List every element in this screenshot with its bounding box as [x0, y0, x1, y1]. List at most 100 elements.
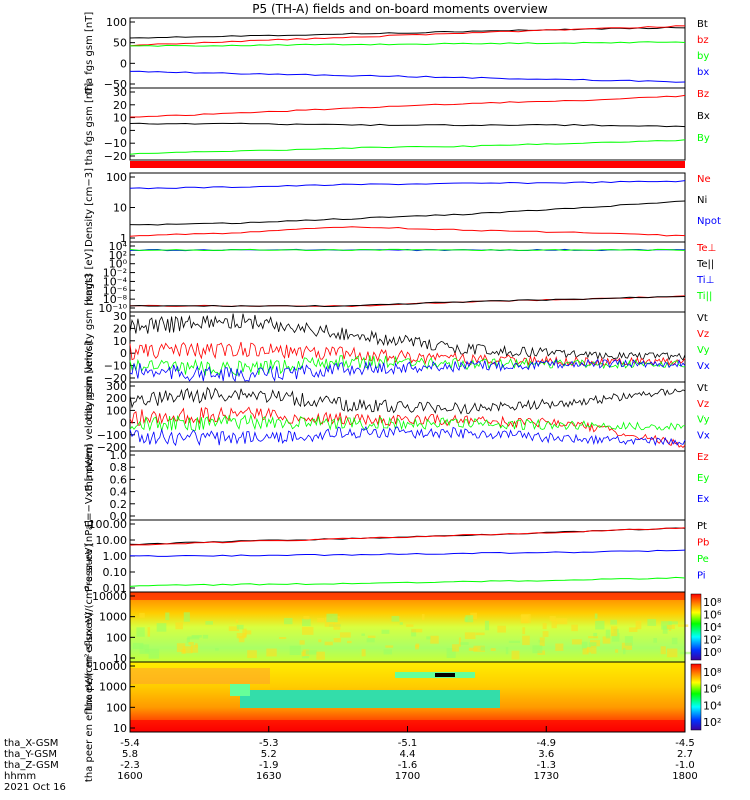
spectrogram-cell — [555, 618, 568, 625]
spectrogram-cell — [647, 619, 657, 626]
spectrogram-cell — [238, 636, 245, 643]
legend-Ey: Ey — [697, 473, 709, 484]
y-tick-label: 10⁻⁴ — [103, 275, 128, 288]
series-Vt — [129, 313, 686, 361]
footer-row-label: tha_X-GSM — [4, 738, 58, 749]
spectrogram-cell — [571, 639, 582, 645]
y-axis-label: Density [cm−3] — [84, 168, 95, 247]
spectrogram-cell — [406, 624, 414, 627]
legend-by: by — [697, 51, 709, 62]
spectrogram-cell — [611, 632, 620, 642]
panel-1: 100 50 0 −50 tha fgs gsm [nT] Bt bz by bx — [84, 12, 709, 95]
y-tick-label: 10 — [113, 202, 127, 215]
spectrogram-cell — [465, 615, 474, 623]
spectrogram-cell — [605, 629, 611, 639]
y-tick-label: 10 — [113, 335, 127, 348]
y-tick-label: 10⁻⁸ — [103, 293, 128, 306]
footer: -5.45.8-2.31600-5.35.2-1.91630-5.14.4-1.… — [4, 726, 698, 793]
spectrogram-cell — [136, 627, 145, 637]
spectrogram-cell — [446, 648, 456, 658]
footer-row-label: hhmm — [4, 771, 36, 782]
series-Pe — [129, 576, 686, 587]
legend-Ex: Ex — [697, 494, 709, 505]
y-tick-label: 1.0 — [110, 449, 128, 462]
spectrogram-cell — [165, 612, 170, 621]
spectrogram-cell — [668, 621, 678, 625]
series-Vx — [129, 426, 686, 447]
y-tick-label: 30 — [113, 86, 127, 99]
spectrogram-cell — [635, 620, 642, 630]
spectrogram-cell — [661, 621, 672, 630]
y-tick-label: −10 — [104, 137, 127, 150]
spectrogram-cell — [666, 624, 675, 629]
y-tick-label: 0.0 — [110, 510, 128, 523]
y-tick-label: 0.10 — [103, 566, 128, 579]
spectrogram-cell — [505, 647, 509, 655]
spectrogram-cell — [333, 622, 341, 630]
y-tick-label: 10 — [113, 652, 127, 665]
spectrogram-cell — [473, 645, 485, 652]
footer-x-gsm: -5.4 — [120, 738, 140, 749]
spectrogram-cell — [522, 627, 526, 635]
y-tick-label: 0 — [120, 347, 127, 360]
y-tick-label: 0 — [120, 124, 127, 137]
spectrogram-cell — [278, 637, 287, 640]
spectrogram-cell — [484, 620, 490, 631]
spectrogram-cell — [468, 647, 478, 651]
spectrogram-cell — [391, 616, 400, 622]
y-tick-label: 10⁻⁶ — [103, 284, 128, 297]
spectrogram-cell — [361, 633, 365, 636]
spectrogram-cell — [415, 644, 419, 650]
series-Vy — [129, 355, 686, 377]
y-axis-label: tha fgs gsm [nT] — [84, 83, 95, 166]
spectrogram-cell — [176, 643, 186, 653]
spectrogram-cell — [205, 621, 213, 625]
spectrogram-cell — [411, 628, 423, 633]
spectrogram-band — [240, 690, 500, 708]
footer-z-gsm: -1.0 — [675, 760, 695, 771]
series-Bz — [130, 94, 686, 118]
legend-Ti||: Ti|| — [696, 291, 712, 302]
spectrogram-cell — [202, 634, 209, 639]
spectrogram-cell — [247, 650, 257, 659]
spectrogram-cell — [361, 649, 366, 657]
footer-x-gsm: -5.3 — [259, 738, 279, 749]
spectrogram-cell — [316, 651, 325, 660]
colorbar-tick: 10⁸ — [703, 596, 722, 609]
spectrogram-cell — [551, 619, 557, 629]
colorbar-tick: 10⁴ — [703, 621, 722, 634]
spectrogram-cell — [190, 644, 199, 653]
footer-y-gsm: 3.6 — [538, 749, 554, 760]
y-tick-label: 20 — [113, 99, 127, 112]
y-tick-label: 1000 — [99, 681, 127, 694]
series-bz — [129, 25, 686, 47]
y-tick-label: 10 — [113, 112, 127, 125]
legend-Te⊥: Te⊥ — [696, 243, 716, 254]
spectrogram-cell — [490, 648, 496, 652]
y-tick-label: 1000 — [99, 611, 127, 624]
footer-y-gsm: 2.7 — [677, 749, 693, 760]
spectrogram-cell — [464, 632, 476, 640]
footer-z-gsm: -2.3 — [120, 760, 140, 771]
y-tick-label: 20 — [113, 322, 127, 335]
spectrogram-cell — [542, 631, 549, 637]
spectrogram-band — [130, 668, 270, 684]
y-tick-label: 200 — [106, 392, 127, 405]
legend-Vy: Vy — [697, 415, 710, 426]
y-tick-label: 10⁻² — [103, 267, 127, 280]
spectrogram-cell — [595, 620, 605, 630]
panel-frame — [129, 87, 686, 161]
spectrogram-cell — [671, 637, 678, 645]
y-tick-label: 100 — [106, 16, 127, 29]
series-Pi — [129, 549, 686, 557]
colorbar-tick: 10⁶ — [703, 609, 722, 622]
y-tick-label: 100 — [106, 171, 127, 184]
spectrogram-cell — [299, 640, 305, 645]
legend-Bz: Bz — [697, 89, 709, 100]
legend-Vt: Vt — [697, 383, 708, 394]
spectrogram-cell — [236, 632, 247, 639]
spectrogram-cell — [411, 629, 417, 637]
